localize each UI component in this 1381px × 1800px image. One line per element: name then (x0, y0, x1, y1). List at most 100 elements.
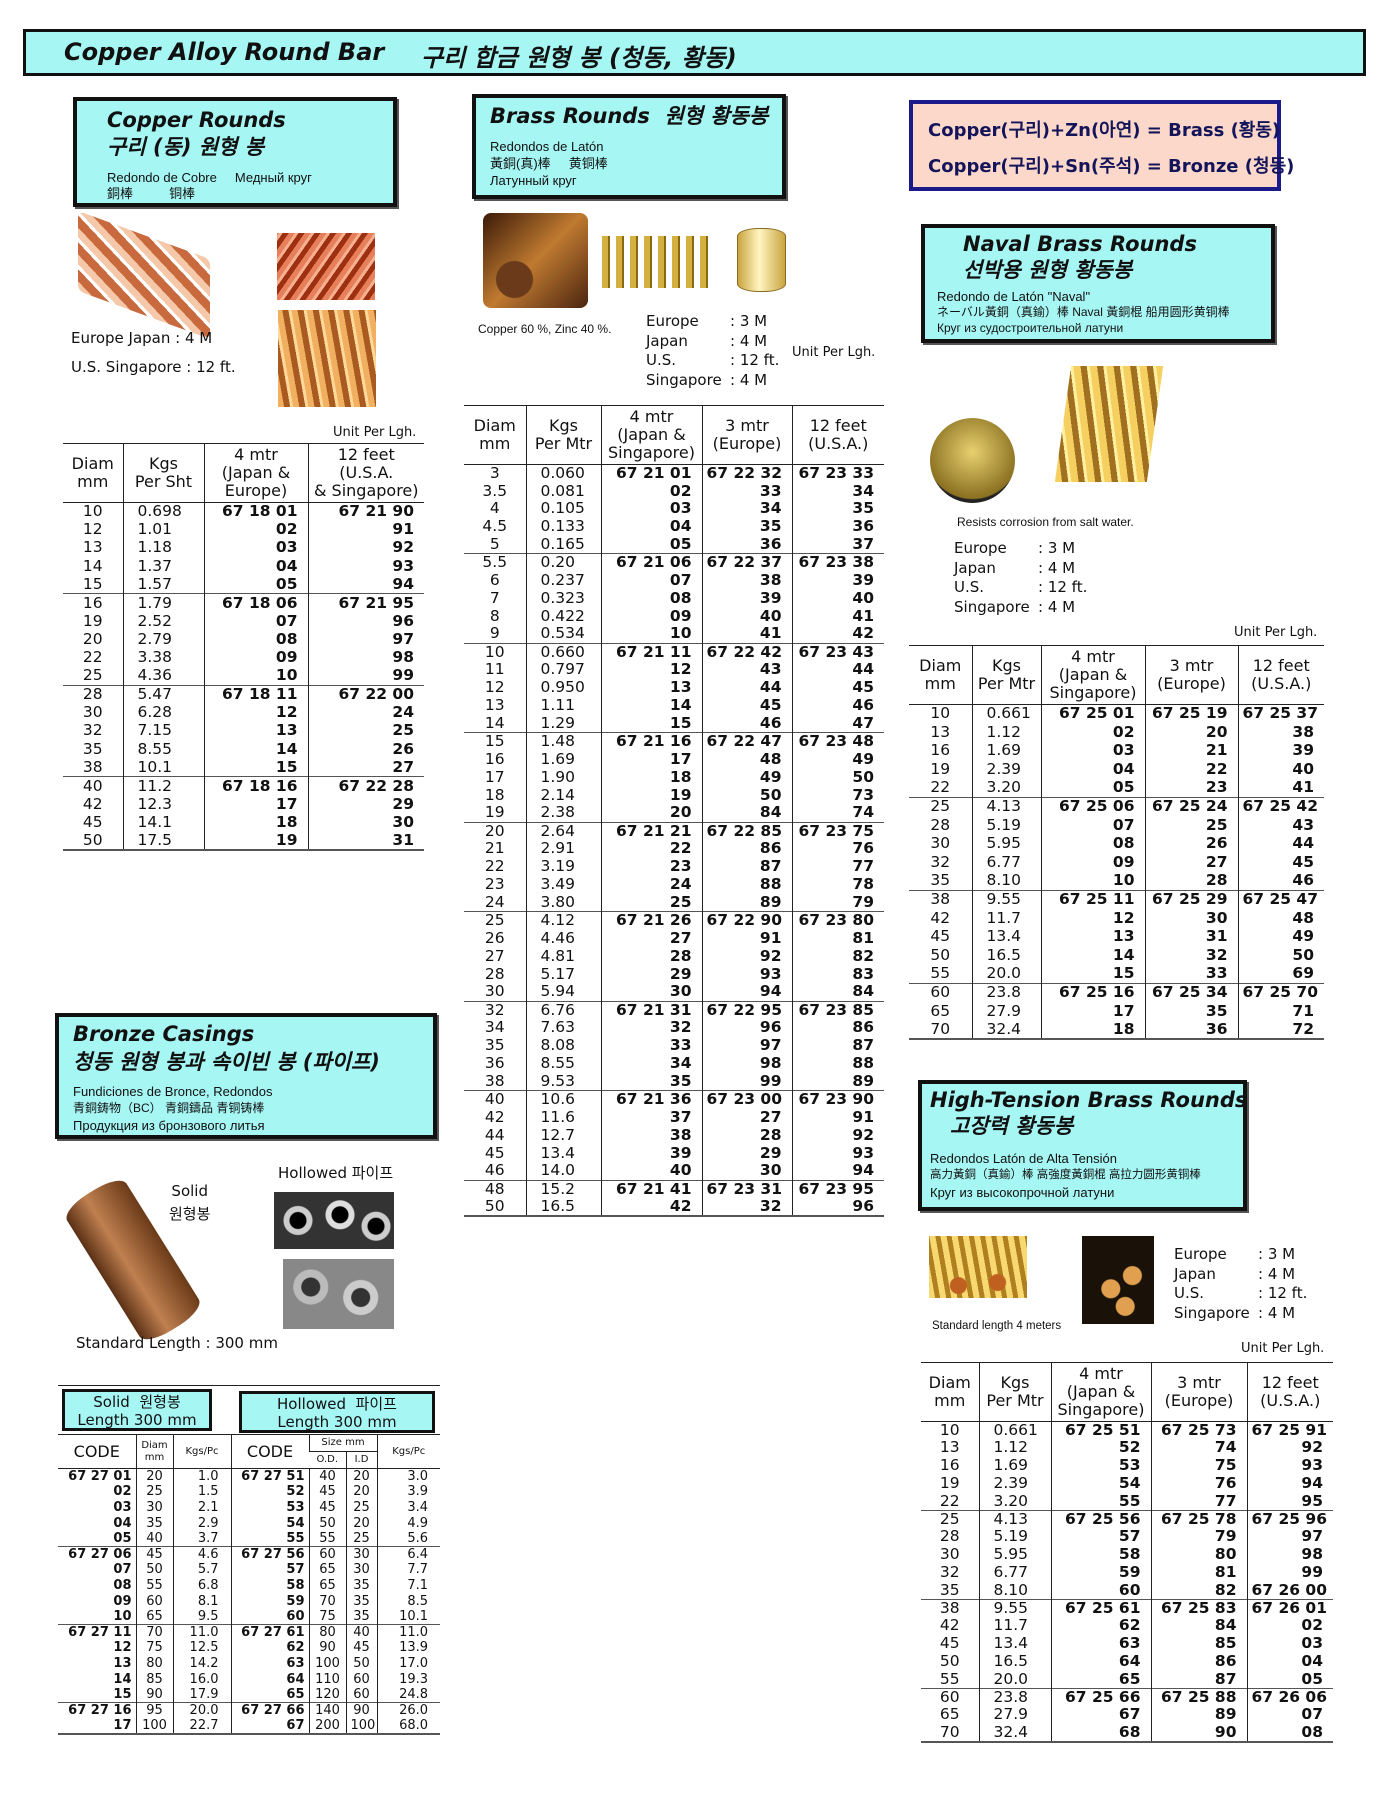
table-cell: 2.64 (525, 821, 601, 841)
table-cell: 15 (82, 574, 103, 593)
table-cell: 10 (82, 502, 103, 521)
table-cell: 5.19 (971, 816, 1041, 835)
table-cell: 35 (930, 871, 951, 890)
table-cell: 52 (230, 1484, 309, 1500)
table-cell: 28 (1144, 871, 1238, 891)
table-row: 28 5.17 29 93 83 (464, 964, 884, 984)
table-cell: 07 (1246, 1706, 1333, 1725)
table-row: 19 2.39 04 22 40 (909, 760, 1324, 779)
table-cell: 67 23 48 (791, 732, 884, 751)
table-cell: 120 (308, 1686, 346, 1703)
table-row: 28 5.19 07 25 43 (909, 816, 1324, 835)
table-cell: 55 (230, 1530, 309, 1547)
table-cell: 60 (345, 1686, 378, 1703)
table-cell: 67 22 42 (701, 642, 792, 662)
table-cell: 15 (113, 1686, 132, 1702)
table-cell: 50 (308, 1515, 346, 1531)
table-cell: 89 (701, 893, 792, 912)
table-cell: 32 (930, 852, 951, 871)
page-title-ko: 구리 합금 원형 봉 (청동, 황동) (421, 44, 737, 72)
table-cell: 4.13 (978, 1509, 1051, 1529)
table-cell: 7.7 (376, 1562, 441, 1578)
size-header: Size mm (308, 1434, 378, 1452)
naval-lengths: Europe: 3 M Japan: 4 M U.S.: 12 ft. Sing… (954, 539, 1087, 617)
table-cell: 46 (484, 1161, 505, 1180)
bronze-standard-length: Standard Length : 300 mm (76, 1334, 278, 1352)
table-row: 16 1.79 67 18 06 67 21 95 (63, 593, 424, 613)
table-cell: 45 (791, 679, 884, 698)
table-cell: 70 (135, 1623, 173, 1641)
table-cell: 59 (1050, 1563, 1151, 1582)
table-cell: 36 (484, 1054, 505, 1073)
table-cell: 28 (600, 947, 702, 966)
length-value: : 4 M (1038, 597, 1076, 616)
naval-subtitle-3: Круг из судостроительной латуни (937, 321, 1124, 335)
table-row: 67 27 01 20 1.0 67 27 51 40 20 3.0 (58, 1468, 441, 1485)
table-cell: 93 (701, 965, 792, 984)
table-cell: 67 23 33 (791, 464, 884, 483)
table-cell: 10 (113, 1608, 132, 1624)
table-cell: 47 (791, 714, 884, 733)
table-cell: 38 (82, 757, 103, 776)
table-cell: 11.7 (978, 1617, 1051, 1636)
table-cell: 22 (82, 648, 103, 667)
column-header: 12 feet (U.S.A.) (1246, 1362, 1333, 1422)
table-cell: 50 (930, 945, 951, 964)
table-cell: 14.0 (525, 1162, 601, 1181)
table-cell: 26 (307, 740, 424, 759)
table-cell: 91 (307, 520, 424, 540)
table-cell: 8.5 (376, 1593, 441, 1609)
table-cell: 22 (930, 778, 951, 797)
table-cell: 1.69 (525, 750, 601, 769)
table-row: 22 3.20 05 23 41 (909, 778, 1324, 798)
table-cell: 13 (484, 696, 505, 715)
table-cell: 28 (939, 1527, 960, 1546)
table-row: 30 5.94 30 94 84 (464, 983, 884, 1002)
table-row: 35 8.08 33 97 87 (464, 1037, 884, 1055)
table-cell: 67 21 41 (600, 1179, 702, 1199)
table-cell: 1.11 (525, 697, 601, 715)
table-cell: 78 (791, 875, 884, 894)
table-cell: 04 (600, 518, 702, 537)
table-cell: 67 27 51 (230, 1468, 309, 1485)
table-cell: 45 (135, 1545, 173, 1563)
table-cell: 84 (701, 804, 792, 823)
table-cell: 44 (701, 679, 792, 698)
table-cell: 27 (484, 946, 505, 965)
table-row: 32 6.77 09 27 45 (909, 853, 1324, 872)
table-cell: 13.4 (978, 1635, 1051, 1653)
table-cell: 5.19 (978, 1528, 1051, 1547)
table-cell: 67 21 95 (307, 593, 424, 613)
table-cell: 46 (1237, 871, 1324, 891)
table-cell: 35 (791, 500, 884, 519)
table-cell: 50 (135, 1562, 173, 1578)
table-row: 13 1.18 03 92 (63, 539, 424, 558)
table-cell: 28 (701, 1126, 792, 1145)
table-row: 25 4.13 67 25 06 67 25 24 67 25 42 (909, 796, 1324, 817)
ht-subtitle-2: 高力黃銅（真鍮）棒 高強度黃銅棍 高拉力圆形黄铜棒 (930, 1169, 1201, 1181)
table-cell: 6.76 (525, 1000, 601, 1020)
table-cell: 14 (484, 713, 505, 732)
table-cell: 12 (113, 1640, 132, 1656)
table-cell: 32.4 (978, 1724, 1051, 1743)
table-cell: 34 (701, 500, 792, 519)
length-value: : 4 M (730, 331, 768, 350)
page-title-bar: Copper Alloy Round Bar 구리 합금 원형 봉 (청동, 황… (23, 29, 1366, 76)
table-cell: 8.10 (978, 1581, 1051, 1600)
table-cell: 67 23 85 (791, 1000, 884, 1020)
naval-title-ko: 선박용 원형 황동봉 (963, 258, 1133, 282)
od-header: O.D. (309, 1451, 346, 1469)
table-cell: 67 27 16 (58, 1701, 136, 1718)
ht-brass-ends-image (1082, 1236, 1154, 1324)
table-cell: 60 (921, 1687, 979, 1707)
table-cell: 19.3 (376, 1671, 441, 1687)
copper-subtitle-1: Redondo de Cobre Медный круг (107, 170, 312, 185)
table-cell: 28 (484, 964, 505, 983)
table-cell: 89 (1150, 1706, 1247, 1725)
table-cell: 0.660 (525, 642, 601, 662)
table-cell: 42 (939, 1616, 960, 1635)
table-cell: 37 (791, 536, 884, 554)
table-cell: 07 (1040, 816, 1145, 835)
table-cell: 25 (464, 911, 526, 930)
table-cell: 1.12 (971, 723, 1041, 742)
